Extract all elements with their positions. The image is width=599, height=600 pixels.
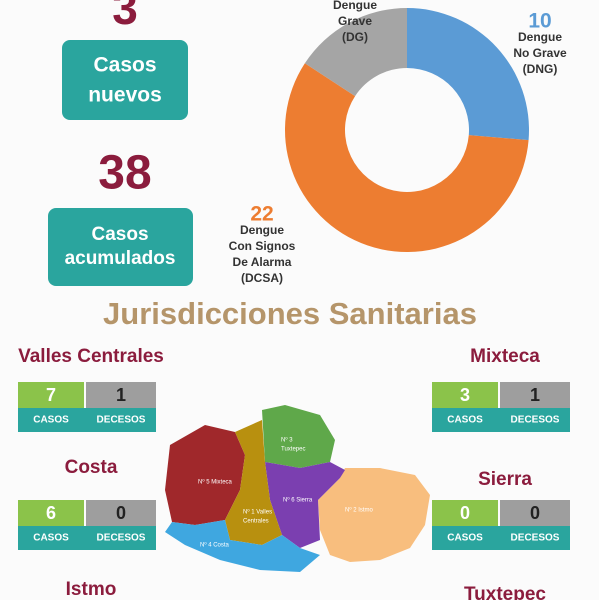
deaths-label: DECESOS (511, 533, 560, 544)
deaths-label: DECESOS (97, 533, 146, 544)
region-name: Tuxtepec (464, 584, 546, 600)
segment-label: (DCSA) (241, 271, 283, 285)
donut-segment (284, 63, 529, 253)
region-name: Valles Centrales (18, 346, 164, 367)
map (165, 405, 430, 572)
deaths-box (500, 382, 570, 408)
cases-box (432, 382, 498, 408)
segment-label: Dengue (240, 223, 284, 237)
map-label: Nº 2 Istmo (345, 507, 374, 514)
segment-label: Dengue (518, 30, 562, 44)
map-label: Nº 6 Sierra (283, 497, 313, 504)
segment-label: Con Signos (229, 239, 296, 253)
segment-value: 10 (528, 10, 551, 33)
label-bar (432, 408, 570, 432)
donut-segment (304, 8, 407, 97)
deaths-box (86, 500, 156, 526)
label-bar (18, 408, 156, 432)
cases-value: 7 (46, 385, 56, 405)
new-cases-label: nuevos (88, 84, 162, 107)
cases-label: CASOS (447, 415, 483, 426)
segment-label: De Alarma (233, 255, 292, 269)
map-valles (225, 420, 282, 545)
region-name: Istmo (66, 579, 117, 600)
region-name: Costa (65, 457, 118, 478)
deaths-label: DECESOS (97, 415, 146, 426)
label-bar (432, 526, 570, 550)
segment-label: (DNG) (523, 62, 558, 76)
region-name: Mixteca (470, 346, 540, 367)
donut-segment (407, 8, 529, 141)
new-cases-box (62, 40, 188, 120)
deaths-box (500, 500, 570, 526)
deaths-value: 1 (116, 385, 126, 405)
map-label: Nº 1 Valles (243, 509, 272, 516)
deaths-label: DECESOS (511, 415, 560, 426)
map-label: Nº 3 (281, 437, 293, 444)
deaths-value: 1 (530, 385, 540, 405)
map-label: Tuxtepec (281, 447, 305, 453)
total-cases-value: 38 (98, 147, 151, 200)
deaths-value: 0 (116, 503, 126, 523)
map-label: Nº 4 Costa (200, 542, 230, 549)
cases-label: CASOS (33, 533, 69, 544)
cases-value: 6 (46, 503, 56, 523)
segment-label: Grave (338, 14, 372, 28)
section-title: Jurisdicciones Sanitarias (103, 296, 477, 331)
total-cases-label: acumulados (65, 248, 176, 269)
map-label: Nº 5 Mixteca (198, 479, 233, 486)
new-cases-label: Casos (93, 54, 156, 77)
cases-value: 0 (460, 503, 470, 523)
map-tuxtepec (262, 405, 335, 468)
map-label: Centrales (243, 519, 269, 525)
cases-label: CASOS (33, 415, 69, 426)
map-costa (165, 520, 320, 572)
segment-value: 22 (250, 203, 273, 226)
deaths-box (86, 382, 156, 408)
segment-label: No Grave (513, 46, 567, 60)
region-name: Sierra (478, 469, 532, 490)
cases-value: 3 (460, 385, 470, 405)
deaths-value: 0 (530, 503, 540, 523)
label-bar (18, 526, 156, 550)
total-cases-label: Casos (91, 224, 148, 245)
cases-box (432, 500, 498, 526)
segment-label: Dengue (333, 0, 377, 12)
new-cases-value: 3 (112, 0, 138, 34)
total-cases-box (48, 208, 193, 286)
cases-box (18, 382, 84, 408)
map-istmo (318, 468, 430, 562)
cases-box (18, 500, 84, 526)
segment-label: (DG) (342, 30, 368, 44)
cases-label: CASOS (447, 533, 483, 544)
map-mixteca (165, 425, 245, 525)
map-sierra (265, 462, 345, 548)
